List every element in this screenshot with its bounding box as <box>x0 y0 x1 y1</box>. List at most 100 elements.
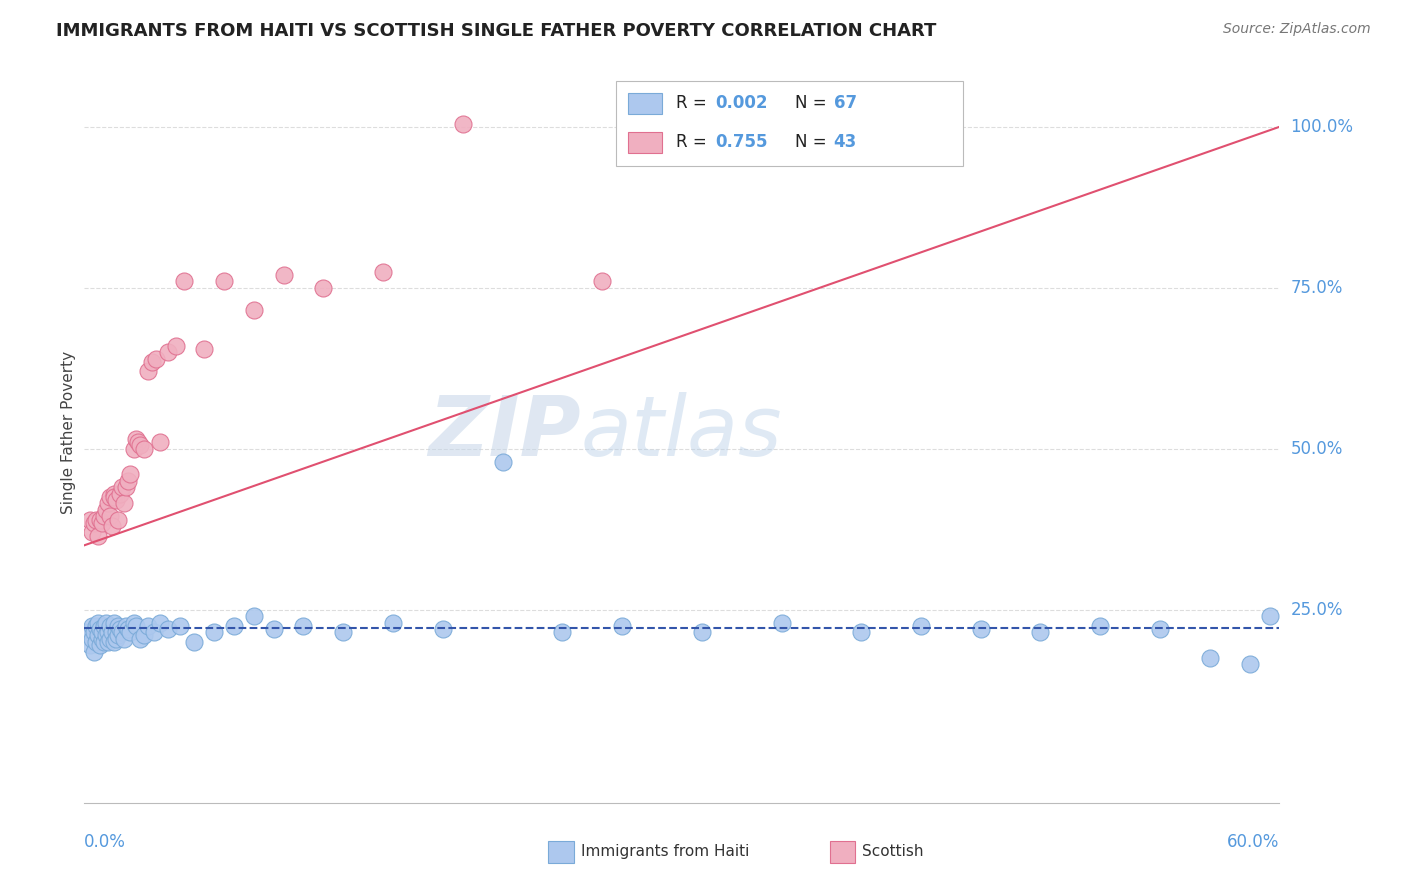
Point <box>97 635 120 649</box>
Point <box>110 487 132 501</box>
Point <box>115 619 138 633</box>
Point <box>451 117 474 131</box>
Point <box>103 490 125 504</box>
Text: IMMIGRANTS FROM HAITI VS SCOTTISH SINGLE FATHER POVERTY CORRELATION CHART: IMMIGRANTS FROM HAITI VS SCOTTISH SINGLE… <box>56 22 936 40</box>
Text: 0.0%: 0.0% <box>84 833 127 851</box>
Y-axis label: Single Father Poverty: Single Father Poverty <box>60 351 76 514</box>
Point <box>157 345 180 359</box>
Point <box>89 622 111 636</box>
Point <box>373 265 395 279</box>
FancyBboxPatch shape <box>628 93 662 113</box>
Point <box>87 628 110 642</box>
Point <box>770 615 793 630</box>
Point <box>492 454 515 468</box>
Point <box>82 525 104 540</box>
Text: Source: ZipAtlas.com: Source: ZipAtlas.com <box>1223 22 1371 37</box>
Text: Immigrants from Haiti: Immigrants from Haiti <box>581 845 749 859</box>
Point <box>157 622 180 636</box>
Point <box>117 622 139 636</box>
Text: 60.0%: 60.0% <box>1227 833 1279 851</box>
Point <box>83 625 105 640</box>
Point <box>97 625 120 640</box>
Point <box>86 635 108 649</box>
Point <box>242 609 264 624</box>
Point <box>851 625 873 640</box>
Point <box>93 635 115 649</box>
Text: 75.0%: 75.0% <box>1291 279 1343 297</box>
Point <box>101 625 124 640</box>
Point <box>193 342 215 356</box>
Point <box>101 519 124 533</box>
Point <box>91 632 114 646</box>
FancyBboxPatch shape <box>616 81 963 166</box>
Point <box>107 512 129 526</box>
Point <box>332 625 354 640</box>
Point <box>122 615 145 630</box>
Point <box>111 480 134 494</box>
Point <box>273 268 295 282</box>
Point <box>87 528 110 542</box>
Point <box>263 622 285 636</box>
Point <box>125 619 148 633</box>
Point <box>143 625 166 640</box>
Point <box>98 490 121 504</box>
Point <box>115 480 138 494</box>
Text: atlas: atlas <box>581 392 782 473</box>
Point <box>432 622 454 636</box>
Point <box>112 496 135 510</box>
Point <box>105 625 128 640</box>
Point <box>83 516 105 530</box>
Point <box>382 615 405 630</box>
Point <box>141 355 163 369</box>
Point <box>98 509 121 524</box>
Point <box>910 619 932 633</box>
Point <box>91 516 114 530</box>
Point <box>107 628 129 642</box>
Point <box>89 638 111 652</box>
Point <box>690 625 713 640</box>
Point <box>970 622 993 636</box>
Point <box>110 622 132 636</box>
Point <box>202 625 225 640</box>
Point <box>129 632 152 646</box>
Text: 50.0%: 50.0% <box>1291 440 1343 458</box>
Point <box>103 615 125 630</box>
Point <box>117 474 139 488</box>
Point <box>222 619 245 633</box>
Point <box>145 351 167 366</box>
Point <box>125 432 148 446</box>
Point <box>93 509 115 524</box>
Point <box>120 467 142 482</box>
Point <box>136 364 159 378</box>
Point <box>111 625 134 640</box>
Point <box>103 487 125 501</box>
Point <box>98 632 121 646</box>
Point <box>86 619 108 633</box>
Point <box>127 435 149 450</box>
Text: N =: N = <box>796 95 832 112</box>
Point <box>212 274 235 288</box>
Point <box>105 493 128 508</box>
Point <box>169 619 191 633</box>
Point <box>149 615 172 630</box>
Bar <box>830 840 855 863</box>
Point <box>91 625 114 640</box>
Text: 43: 43 <box>834 134 856 152</box>
Point <box>96 503 118 517</box>
Point <box>312 281 335 295</box>
Point <box>107 619 129 633</box>
Point <box>1239 657 1261 672</box>
Point <box>98 619 121 633</box>
Point <box>149 435 172 450</box>
Point <box>122 442 145 456</box>
Point <box>242 303 264 318</box>
Point <box>1198 651 1220 665</box>
Bar <box>548 840 574 863</box>
Point <box>96 628 118 642</box>
Point <box>93 619 115 633</box>
Point <box>86 512 108 526</box>
Text: R =: R = <box>676 134 711 152</box>
Point <box>591 274 613 288</box>
Point <box>551 625 574 640</box>
Text: 67: 67 <box>834 95 856 112</box>
